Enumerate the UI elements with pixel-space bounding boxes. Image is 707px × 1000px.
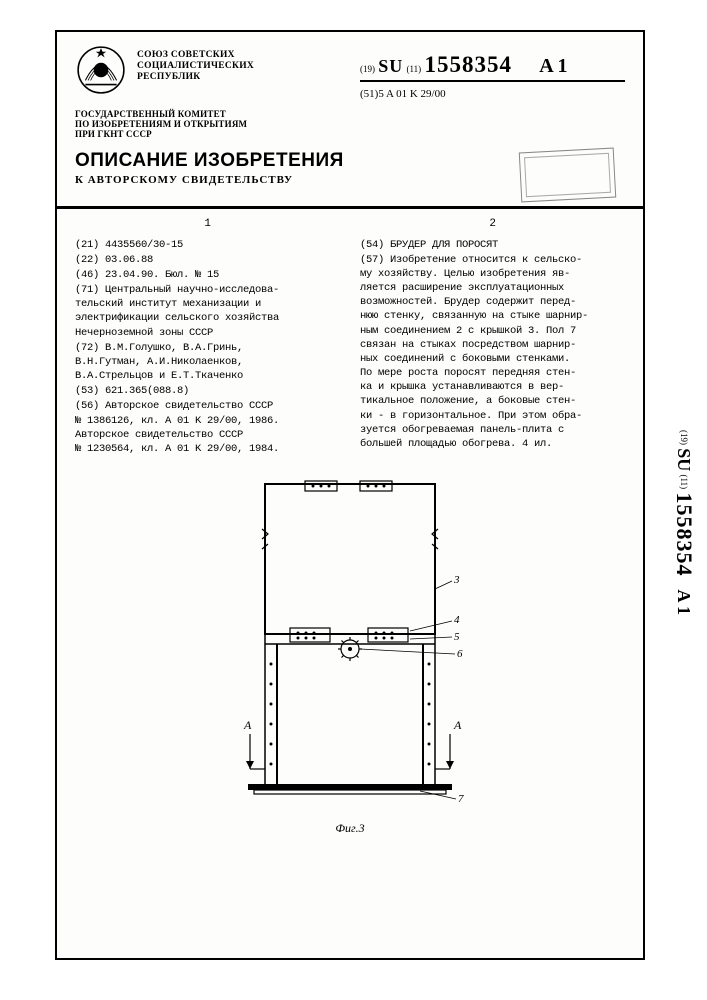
publication-info: (19) SU (11) 1558354 A 1 (51)5 A 01 K 29… — [360, 44, 625, 100]
fig-label-A-right: A — [453, 718, 462, 732]
page-frame: СОЮЗ СОВЕТСКИХ СОЦИАЛИСТИЧЕСКИХ РЕСПУБЛИ… — [55, 30, 645, 960]
col2-number: 2 — [360, 217, 625, 232]
country-code: SU — [378, 56, 403, 76]
fig-ref-4: 4 — [454, 614, 460, 626]
figure-3: A A 3 4 5 6 7 Фиг.3 — [57, 469, 643, 836]
title-block: ОПИСАНИЕ ИЗОБРЕТЕНИЯ К АВТОРСКОМУ СВИДЕТ… — [75, 150, 625, 200]
committee-text: ГОСУДАРСТВЕННЫЙ КОМИТЕТ ПО ИЗОБРЕТЕНИЯМ … — [75, 110, 625, 140]
header-top-row: СОЮЗ СОВЕТСКИХ СОЦИАЛИСТИЧЕСКИХ РЕСПУБЛИ… — [75, 44, 625, 100]
technical-drawing-icon: A A 3 4 5 6 7 — [210, 469, 490, 819]
body-columns: 1 (21) 4435560/30-15 (22) 03.06.88 (46) … — [57, 209, 643, 463]
union-text: СОЮЗ СОВЕТСКИХ СОЦИАЛИСТИЧЕСКИХ РЕСПУБЛИ… — [137, 44, 254, 83]
figure-label: Фиг.3 — [57, 821, 643, 836]
invention-title: (54) БРУДЕР ДЛЯ ПОРОСЯТ — [360, 238, 625, 252]
abstract-text: (57) Изобретение относится к сельско- му… — [360, 253, 625, 451]
ussr-emblem-icon — [75, 44, 127, 96]
header: СОЮЗ СОВЕТСКИХ СОЦИАЛИСТИЧЕСКИХ РЕСПУБЛИ… — [57, 32, 643, 209]
fig-ref-5: 5 — [454, 631, 460, 643]
doc-number: 1558354 — [424, 52, 512, 77]
fig-ref-7: 7 — [458, 793, 464, 805]
doc-subtitle: К АВТОРСКОМУ СВИДЕТЕЛЬСТВУ — [75, 174, 344, 186]
fig-ref-6: 6 — [457, 648, 463, 660]
biblio-71: (71) Центральный научно-исследова- тельс… — [75, 283, 340, 340]
biblio-72: (72) В.М.Голушко, В.А.Гринь, В.Н.Гутман,… — [75, 341, 340, 384]
column-2: 2 (54) БРУДЕР ДЛЯ ПОРОСЯТ (57) Изобретен… — [350, 217, 625, 457]
biblio-53: (53) 621.365(088.8) — [75, 384, 340, 398]
col1-number: 1 — [75, 217, 340, 232]
code-19: (19) — [360, 64, 375, 74]
side-doc-number: 1558354 — [672, 492, 697, 576]
fig-ref-3: 3 — [453, 574, 460, 586]
code-11: (11) — [407, 64, 422, 74]
ipc-prefix: (51)5 — [360, 88, 384, 100]
biblio-21: (21) 4435560/30-15 — [75, 238, 340, 252]
kind-code: A 1 — [539, 55, 567, 77]
doc-title: ОПИСАНИЕ ИЗОБРЕТЕНИЯ — [75, 150, 344, 172]
side-kind: A 1 — [674, 589, 694, 615]
stamp-icon — [519, 147, 616, 202]
side-code-19: (19) — [679, 430, 689, 445]
side-code-11: (11) — [679, 475, 689, 490]
biblio-56: (56) Авторское свидетельство СССР № 1386… — [75, 399, 340, 456]
ipc-line: (51)5 A 01 K 29/00 — [360, 88, 625, 100]
side-pub-label: (19) SU (11) 1558354 A 1 — [671, 430, 697, 615]
column-1: 1 (21) 4435560/30-15 (22) 03.06.88 (46) … — [75, 217, 350, 457]
ipc-code: A 01 K 29/00 — [386, 88, 446, 100]
fig-label-A-left: A — [243, 718, 252, 732]
biblio-22: (22) 03.06.88 — [75, 253, 340, 267]
side-country: SU — [674, 448, 694, 471]
biblio-46: (46) 23.04.90. Бюл. № 15 — [75, 268, 340, 282]
title-text: ОПИСАНИЕ ИЗОБРЕТЕНИЯ К АВТОРСКОМУ СВИДЕТ… — [75, 150, 344, 186]
pub-number-line: (19) SU (11) 1558354 A 1 — [360, 52, 625, 82]
